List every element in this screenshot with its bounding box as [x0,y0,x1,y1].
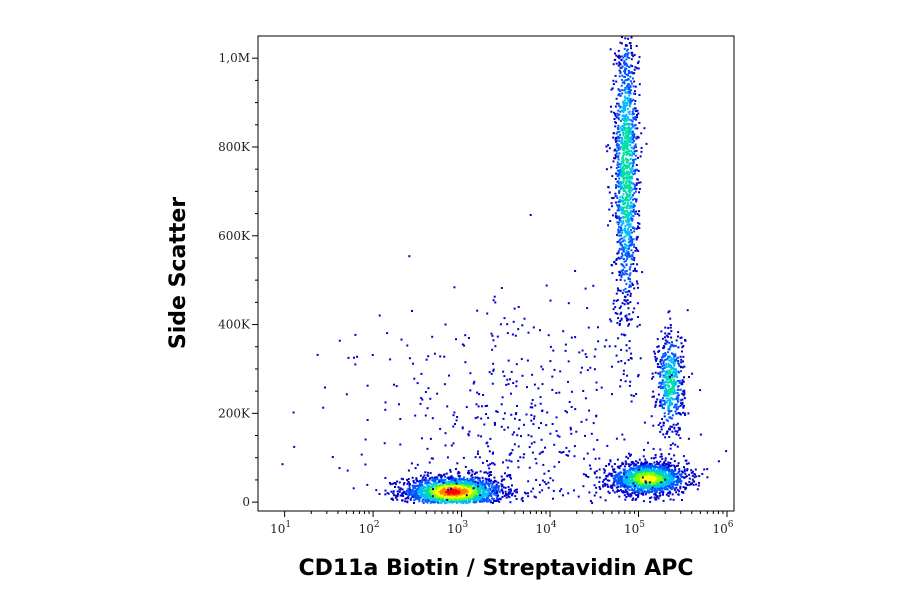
y-tick-label-5: 800K [218,140,251,154]
x-axis-ticks [284,511,728,517]
x-tick-label-6: 106 [712,520,733,536]
x-tick-label-5: 105 [624,520,645,536]
x-tick-label-2: 102 [359,520,380,536]
population-3 [643,310,694,478]
y-tick-label-2: 200K [218,406,251,420]
y-tick-label-4: 600K [218,229,251,243]
y-tick-label-6: 1,0M [219,51,250,65]
y-axis-title: Side Scatter [166,197,191,349]
y-tick-label-3: 400K [218,318,251,332]
population-4 [605,36,648,395]
events-layer [281,36,728,505]
x-tick-label-4: 104 [536,520,557,536]
population-1 [352,463,535,505]
y-axis-ticks [252,57,258,503]
x-axis-title: CD11a Biotin / Streptavidin APC [298,556,693,581]
population-5 [281,214,728,504]
y-tick-label-1: 0 [242,495,250,509]
x-tick-label-3: 103 [447,520,468,536]
plot-area [258,36,734,511]
axes: 101 102 103 104 105 106 0 200K 400K 600K 800K 1,0M [218,35,735,536]
x-tick-label-1: 101 [270,520,291,536]
